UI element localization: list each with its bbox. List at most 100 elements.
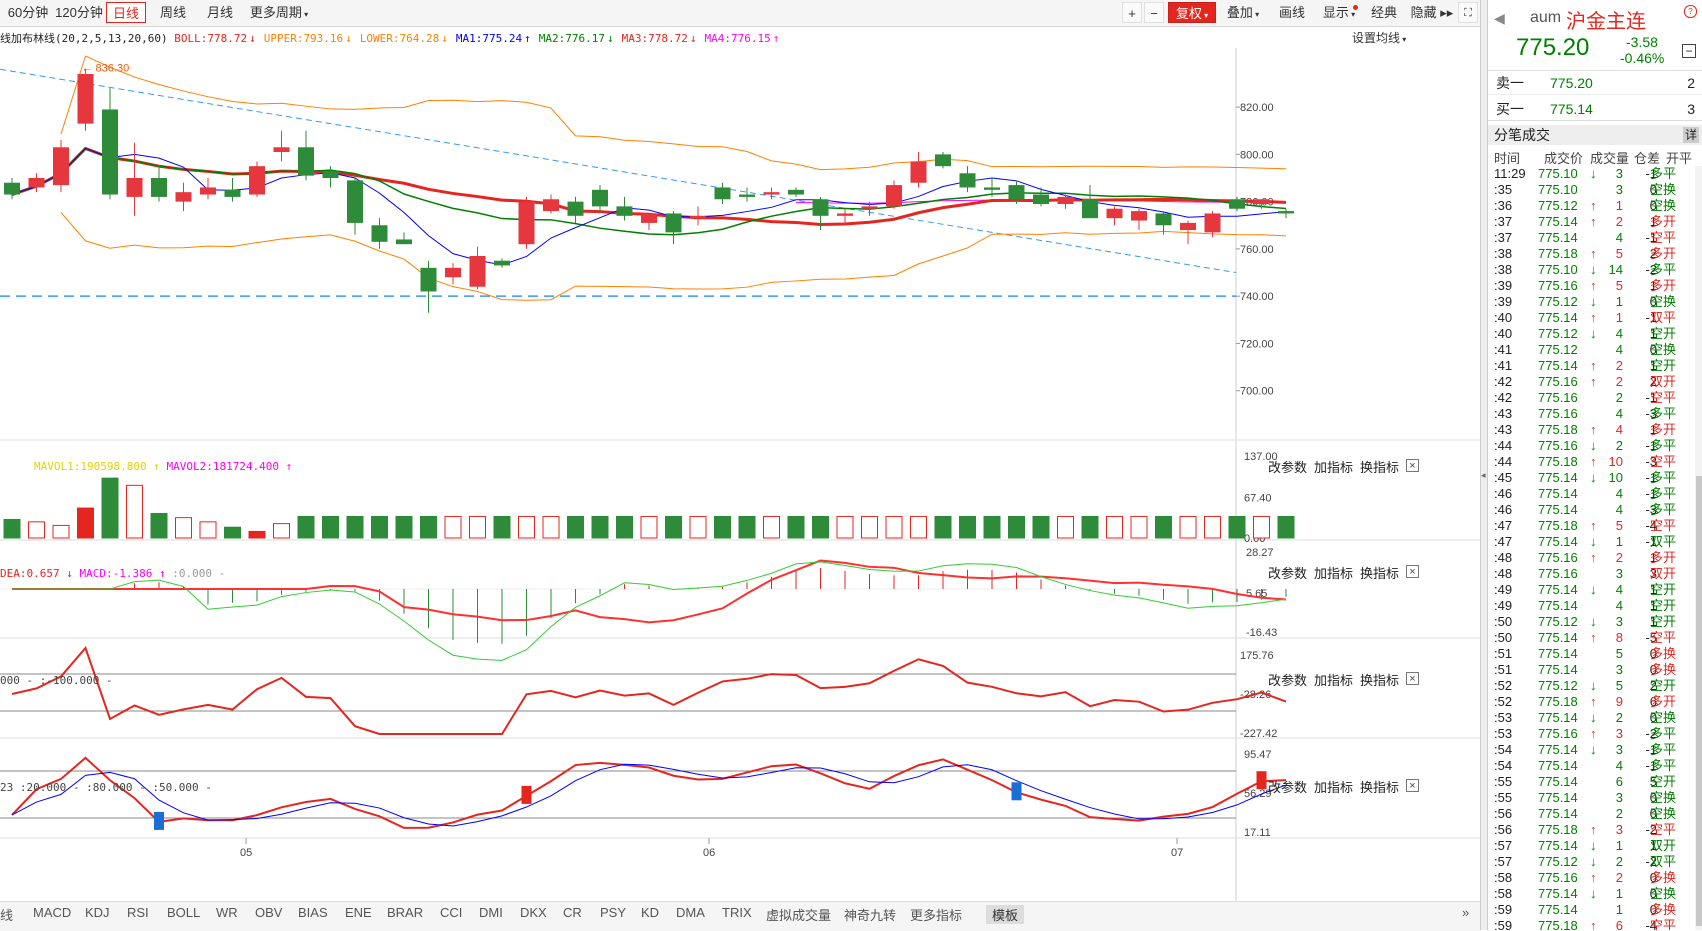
display-label: 显示: [1322, 5, 1349, 20]
tick-oi: 1: [1649, 838, 1657, 853]
set-ma-button[interactable]: 设置均线 ▾: [1352, 29, 1406, 46]
chart-svg[interactable]: 820.00800.00780.00760.00740.00720.00700.…: [0, 48, 1480, 903]
collapse-arrow-icon[interactable]: ◂: [1481, 470, 1486, 480]
indicator-tab[interactable]: WR: [216, 905, 238, 920]
indicator-tab[interactable]: RSI: [127, 905, 149, 920]
tick-dir: ↑: [1590, 198, 1597, 213]
edit-params-button[interactable]: 改参数: [1268, 460, 1308, 475]
tick-time: :46: [1494, 486, 1513, 501]
indicator-tab[interactable]: TRIX: [722, 905, 752, 920]
fuquan-button[interactable]: 复权 ▾: [1168, 2, 1216, 23]
col-volume: 成交量: [1590, 151, 1630, 166]
swap-indicator-button[interactable]: 换指标: [1360, 780, 1400, 795]
tick-time: :38: [1494, 246, 1513, 261]
add-indicator-button[interactable]: 加指标: [1314, 566, 1354, 581]
tick-time: :37: [1494, 214, 1513, 229]
close-panel-icon[interactable]: ×: [1406, 565, 1419, 578]
close-panel-icon[interactable]: ×: [1406, 779, 1419, 792]
tick-time: :51: [1494, 662, 1513, 677]
tick-type: 空开: [1650, 598, 1677, 613]
tick-row: :58 775.14 ↓ 1 0 空换: [1488, 886, 1688, 902]
indicator-tab[interactable]: ENE: [345, 905, 372, 920]
tab-120min[interactable]: 120分钟: [55, 5, 103, 20]
close-panel-icon[interactable]: ×: [1406, 459, 1419, 472]
indicator-tab[interactable]: 模板: [986, 905, 1025, 924]
overlay-button[interactable]: 叠加 ▾: [1220, 2, 1266, 23]
tick-price: 775.14: [1538, 806, 1578, 821]
add-indicator-button[interactable]: 加指标: [1314, 673, 1354, 688]
tick-row: :37 775.14 4 -1 空平: [1488, 230, 1688, 246]
scrollbar-thumb[interactable]: [1696, 476, 1702, 926]
tab-monthly[interactable]: 月线: [206, 5, 233, 20]
swap-indicator-button[interactable]: 换指标: [1360, 673, 1400, 688]
tick-volume: 5: [1615, 518, 1623, 533]
indicator-tab[interactable]: OBV: [255, 905, 283, 920]
tick-row: :46 775.14 4 -3 多平: [1488, 502, 1688, 518]
edit-params-button[interactable]: 改参数: [1268, 673, 1308, 688]
tick-time: :45: [1494, 470, 1513, 485]
legend-item: MA1:775.24: [455, 32, 523, 45]
hide-button[interactable]: 隐藏 ▸▸: [1408, 2, 1456, 23]
classic-button[interactable]: 经典: [1370, 5, 1397, 20]
ticks-scrollbar[interactable]: [1695, 166, 1702, 930]
tick-price: 775.16: [1538, 406, 1578, 421]
tab-daily[interactable]: 日线: [106, 2, 146, 23]
panel-splitter[interactable]: ◂: [1480, 0, 1487, 930]
add-indicator-button[interactable]: 加指标: [1314, 460, 1354, 475]
indicator-tab[interactable]: DKX: [520, 905, 547, 920]
legend-item: LOWER:764.28: [359, 32, 440, 45]
ticks-detail-button[interactable]: 详: [1683, 127, 1699, 143]
scroll-right-icon[interactable]: »: [1462, 905, 1470, 920]
prev-contract-arrow-icon[interactable]: ◀: [1494, 10, 1505, 26]
edit-params-button[interactable]: 改参数: [1268, 566, 1308, 581]
indicator-tab[interactable]: 神奇九转: [844, 908, 897, 923]
close-panel-icon[interactable]: ×: [1406, 672, 1419, 685]
tick-oi: 2: [1649, 678, 1657, 693]
boll-lower-line: [60, 212, 1287, 301]
indicator-tab[interactable]: BIAS: [298, 905, 328, 920]
draw-line-button[interactable]: 画线: [1278, 5, 1305, 20]
indicator-tab[interactable]: MACD: [33, 905, 72, 920]
tick-row: :40 775.14 ↑ 1 -1 双平: [1488, 310, 1688, 326]
indicator-tab[interactable]: 虚拟成交量: [766, 908, 832, 923]
buy1-row: 买一 775.14 3: [1488, 98, 1702, 121]
tick-time: :49: [1494, 598, 1513, 613]
indicator-tab[interactable]: 线: [0, 908, 14, 923]
swap-indicator-button[interactable]: 换指标: [1360, 460, 1400, 475]
help-icon[interactable]: ?: [1684, 5, 1697, 18]
zoom-out-button[interactable]: −: [1144, 2, 1164, 23]
candle-body: [886, 185, 902, 207]
edit-params-button[interactable]: 改参数: [1268, 780, 1308, 795]
indicator-tab[interactable]: BOLL: [167, 905, 201, 920]
zoom-in-button[interactable]: +: [1122, 2, 1142, 23]
indicator-tab[interactable]: DMA: [676, 905, 705, 920]
tab-60min[interactable]: 60分钟: [7, 5, 49, 20]
indicator-tab[interactable]: CR: [563, 905, 582, 920]
tick-row: :51 775.14 5 0 多换: [1488, 646, 1688, 662]
add-indicator-button[interactable]: 加指标: [1314, 780, 1354, 795]
candle-body: [616, 206, 633, 216]
volume-bar: [763, 515, 780, 539]
tick-row: :59 775.18 ↑ 6 -4 空平: [1488, 918, 1688, 930]
sell1-label: 卖一: [1496, 75, 1524, 91]
tick-oi: 0: [1649, 662, 1657, 677]
display-button[interactable]: 显示 ▾: [1316, 2, 1362, 23]
indicator-tab[interactable]: 更多指标: [910, 908, 963, 923]
swap-indicator-button[interactable]: 换指标: [1360, 566, 1400, 581]
indicator-tab[interactable]: KDJ: [85, 905, 110, 920]
candle-body: [28, 178, 45, 188]
tab-weekly[interactable]: 周线: [159, 5, 186, 20]
minimize-button[interactable]: −: [1682, 44, 1696, 58]
volume-bar: [640, 515, 658, 539]
tick-row: :52 775.18 ↑ 9 6 多开: [1488, 694, 1688, 710]
tick-oi: 6: [1649, 694, 1657, 709]
indicator-tab[interactable]: PSY: [600, 905, 627, 920]
fullscreen-button[interactable]: ⛶: [1458, 2, 1478, 23]
tick-price: 775.12: [1538, 854, 1578, 869]
indicator-tab[interactable]: BRAR: [387, 905, 424, 920]
dropdown-icon: ▾: [301, 10, 309, 19]
indicator-tab[interactable]: KD: [641, 905, 660, 920]
indicator-tab[interactable]: DMI: [479, 905, 503, 920]
indicator-tab[interactable]: CCI: [440, 905, 463, 920]
tab-more-periods[interactable]: 更多周期 ▾: [246, 2, 312, 23]
